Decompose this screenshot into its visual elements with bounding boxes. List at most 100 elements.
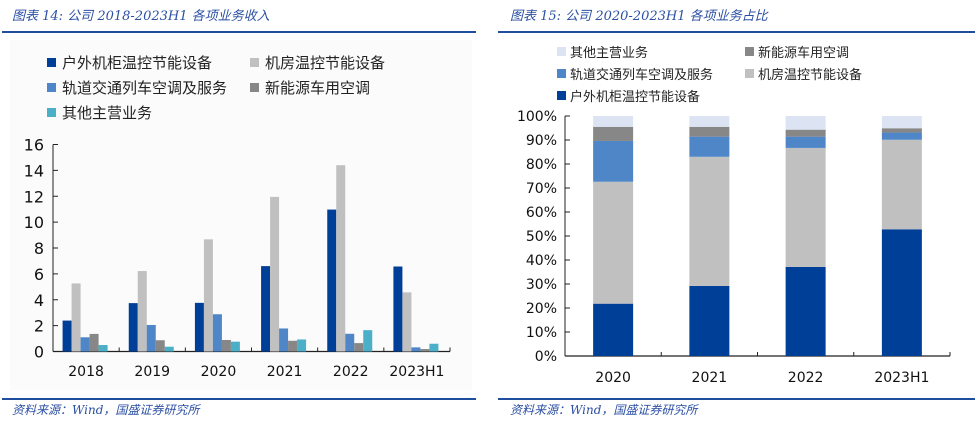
y-tick-label: 0% [535,349,557,365]
stack-segment-2 [593,140,634,182]
bar-1 [137,271,147,352]
y-tick-label: 50% [526,229,557,245]
x-tick-label: 2020 [595,370,631,386]
stack-segment-4 [689,116,730,127]
stack-segment-0 [881,229,922,356]
y-tick-label: 60% [526,205,557,221]
stack-segment-3 [593,126,634,141]
y-tick-label: 40% [526,253,557,269]
legend-swatch [250,58,259,67]
y-tick-label: 30% [526,277,557,293]
x-tick-label: 2022 [333,364,369,380]
legend-label: 机房温控节能设备 [265,54,385,72]
bar-0 [327,209,337,352]
legend-swatch [745,69,754,78]
source-divider [2,398,476,400]
y-tick-label: 70% [526,181,557,197]
legend-swatch [557,47,566,56]
y-tick-label: 80% [526,157,557,173]
x-tick-label: 2019 [134,364,170,380]
bar-2 [80,337,90,352]
legend-label: 户外机柜温控节能设备 [570,89,700,105]
legend-label: 新能源车用空调 [758,45,849,61]
y-tick-label: 0 [34,343,44,362]
chart-panel-revenue: 图表 14: 公司 2018-2023H1 各项业务收入 户外机柜温控节能设备 机… [0,0,480,427]
legend-label: 其他主营业务 [570,45,648,61]
legend-swatch [557,69,566,78]
bar-3 [89,333,99,352]
bar-2 [212,314,222,352]
bar-4 [230,341,240,352]
y-tick-label: 90% [526,133,557,149]
stack-segment-2 [881,132,922,140]
stack-segment-2 [689,136,730,157]
legend-swatch [745,47,754,56]
bar-4 [164,346,174,352]
bar-3 [221,339,231,352]
x-tick-label: 2020 [201,364,237,380]
x-tick-label: 2023H1 [389,364,444,380]
y-tick-label: 12 [24,187,44,206]
y-tick-label: 4 [34,291,44,310]
bar-4 [98,345,108,352]
source-note: 资料来源：Wind，国盛证券研究所 [510,403,698,417]
stack-segment-0 [785,266,826,356]
x-tick-label: 2018 [68,364,104,380]
source-divider [498,398,975,400]
y-tick-label: 10% [526,325,557,341]
source-note: 资料来源：Wind，国盛证券研究所 [12,403,200,417]
legend-label: 新能源车用空调 [265,79,370,97]
legend-label: 机房温控节能设备 [758,67,862,83]
stack-segment-4 [881,116,922,129]
bar-4 [297,339,307,352]
stack-segment-1 [593,181,634,304]
bar-1 [71,283,81,352]
y-tick-label: 20% [526,301,557,317]
bar-4 [429,343,439,352]
bar-1 [203,239,213,352]
bar-1 [270,196,280,352]
stack-segment-1 [689,156,730,286]
bar-0 [261,266,271,352]
bar-3 [420,349,430,352]
bar-2 [279,328,289,352]
legend-swatch [47,58,56,67]
stack-segment-2 [785,136,826,148]
stack-segment-3 [785,129,826,137]
legend-label: 其他主营业务 [62,104,152,122]
x-tick-label: 2023H1 [874,370,929,386]
stack-segment-4 [785,116,826,130]
bar-2 [146,324,156,352]
stack-segment-1 [785,147,826,267]
chart-title: 图表 15: 公司 2020-2023H1 各项业务占比 [510,9,768,24]
y-tick-label: 100% [517,109,557,125]
legend-swatch [47,108,56,117]
bar-3 [288,340,298,352]
x-tick-label: 2022 [788,370,824,386]
bar-0 [128,303,138,352]
stack-segment-4 [593,116,634,127]
bar-0 [194,302,204,352]
stack-segment-3 [881,128,922,133]
bar-1 [336,165,346,352]
chart-title: 图表 14: 公司 2018-2023H1 各项业务收入 [12,9,270,24]
legend-label: 轨道交通列车空调及服务 [62,79,227,97]
bar-1 [402,292,412,352]
y-tick-label: 2 [34,317,44,336]
y-tick-label: 14 [24,161,44,180]
y-tick-label: 16 [24,136,44,155]
legend-swatch [250,83,259,92]
stack-segment-3 [689,126,730,137]
title-divider [2,31,476,33]
stack-segment-0 [689,285,730,356]
chart-panel-share: 图表 15: 公司 2020-2023H1 各项业务占比 其他主营业务 新能源车用… [495,0,975,427]
y-tick-label: 10 [24,213,44,232]
x-tick-label: 2021 [692,370,728,386]
bar-2 [411,347,421,352]
title-divider [498,31,975,33]
bar-0 [393,266,403,352]
y-tick-label: 6 [34,265,44,284]
stack-segment-1 [881,139,922,230]
